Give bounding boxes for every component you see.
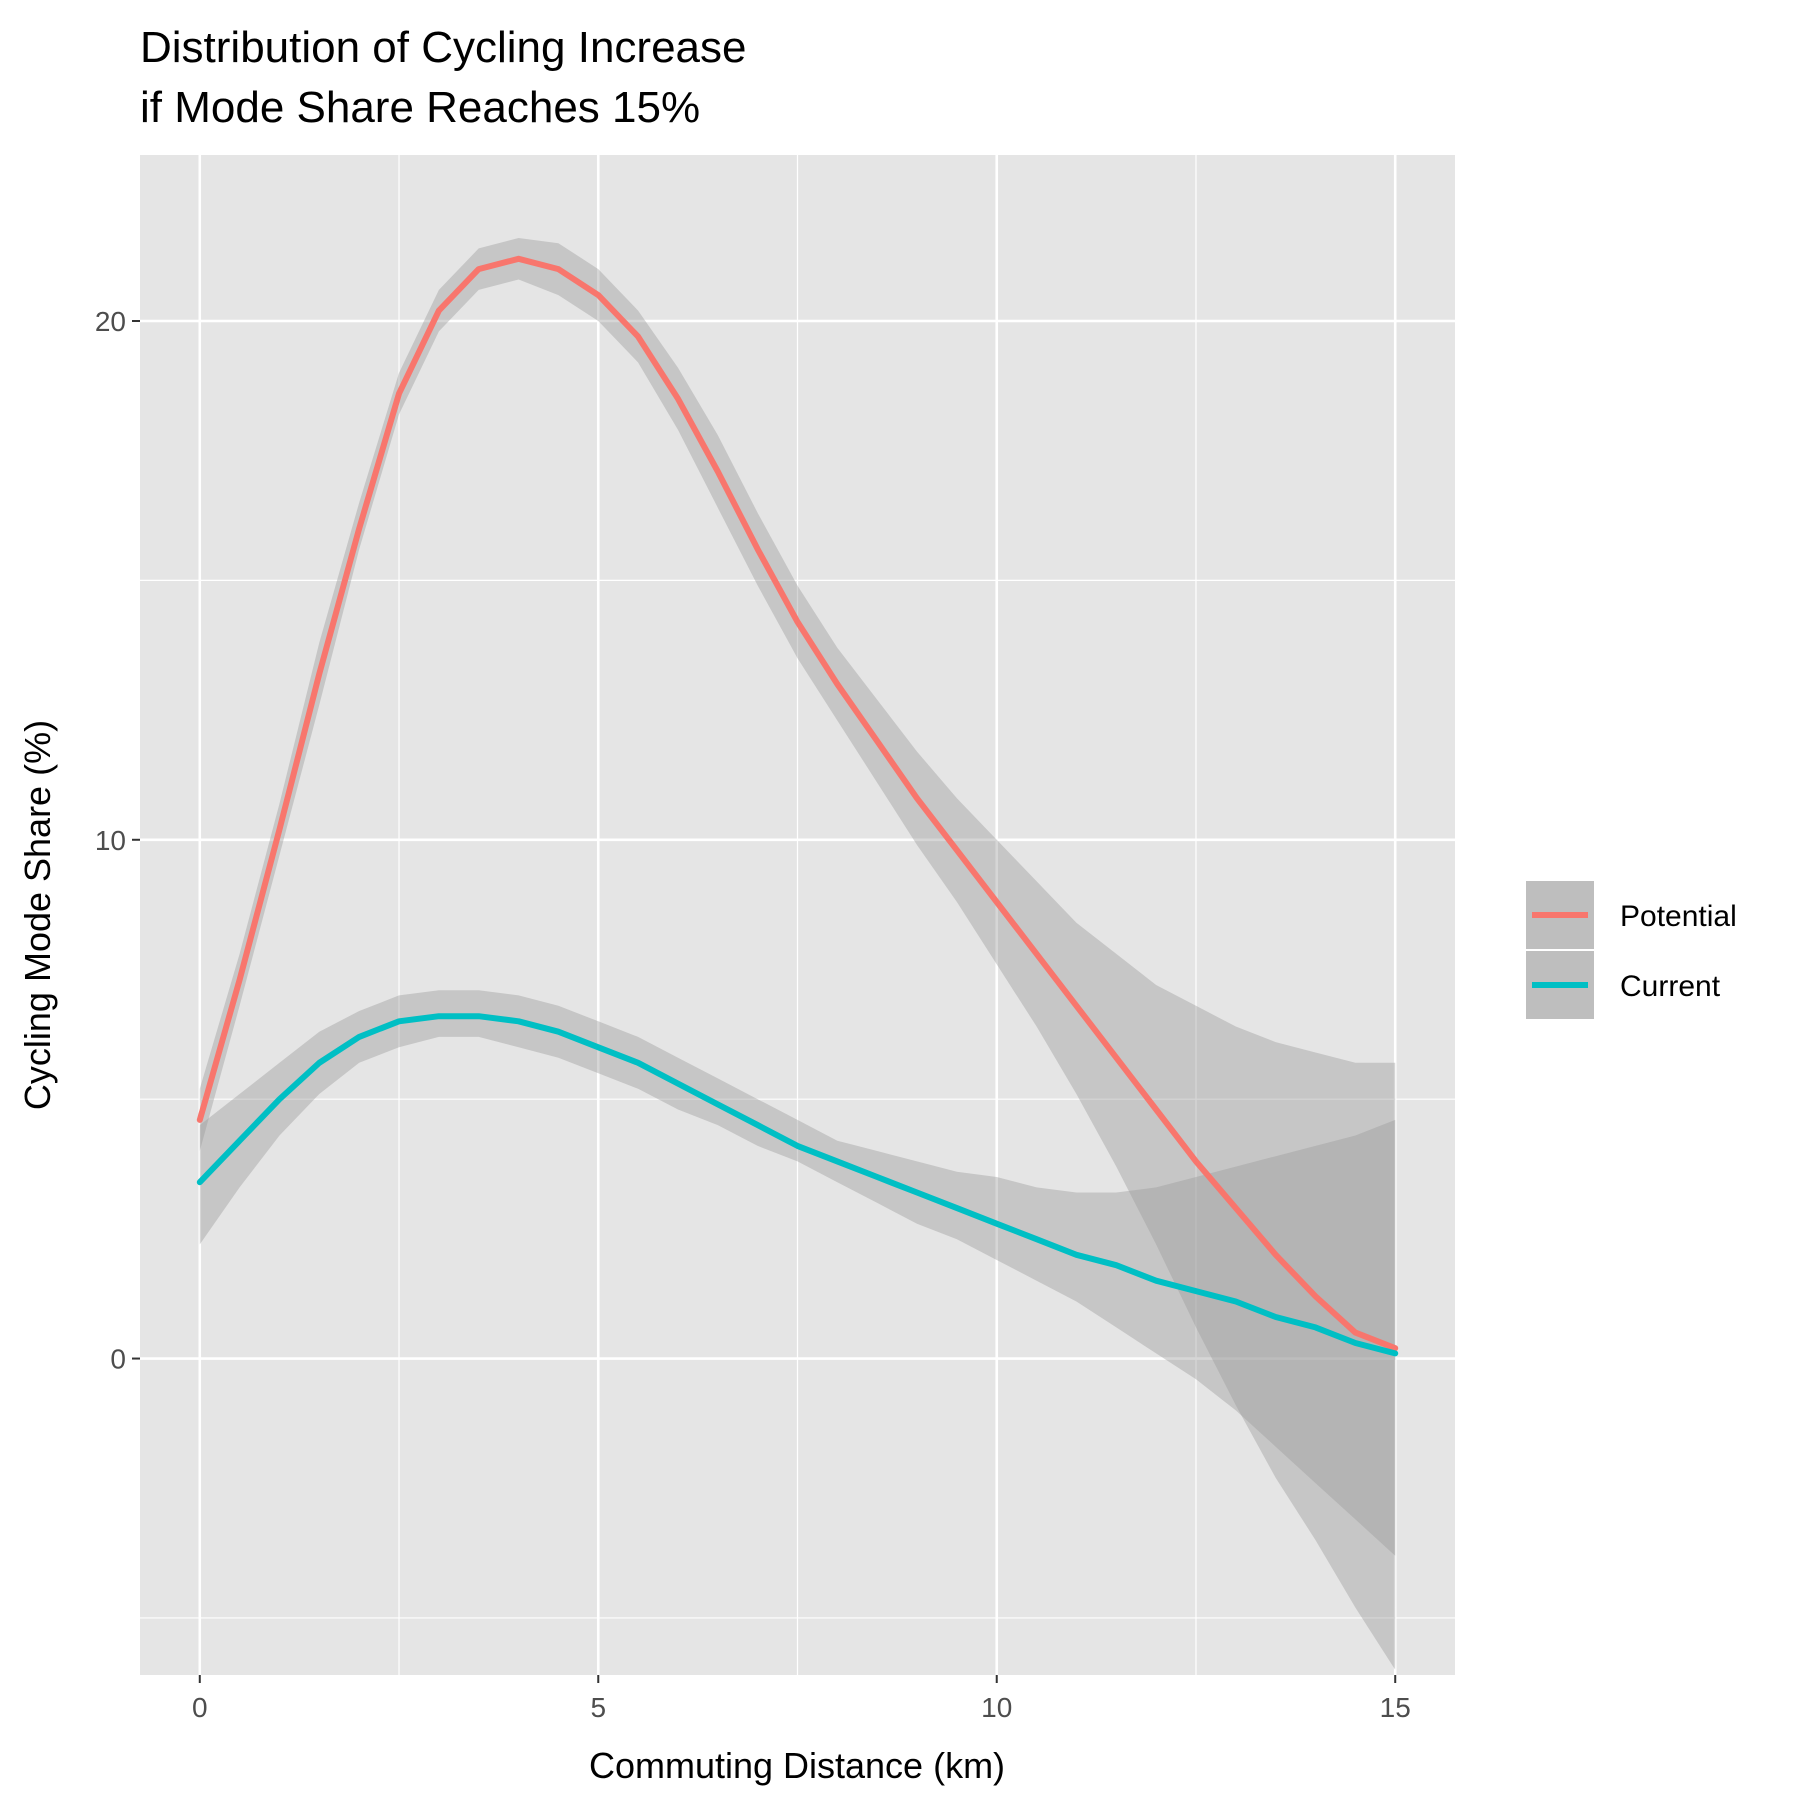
grid (140, 155, 1455, 1675)
x-tick-label: 15 (1380, 1692, 1411, 1723)
y-tick-label: 0 (110, 1344, 126, 1375)
x-axis-title: Commuting Distance (km) (589, 1745, 1005, 1786)
legend: Potential Current (1524, 879, 1737, 1021)
legend-label-potential: Potential (1620, 900, 1737, 933)
x-tick-label: 0 (192, 1692, 208, 1723)
x-tick-label: 10 (981, 1692, 1012, 1723)
chart-title-line-1: Distribution of Cycling Increase (140, 23, 746, 72)
y-tick-label: 10 (95, 825, 126, 856)
chart-title-line-2: if Mode Share Reaches 15% (140, 83, 700, 132)
x-tick-label: 5 (590, 1692, 606, 1723)
series-line-potential (196, 255, 1399, 1352)
confidence-band-current (199, 990, 1396, 1556)
axes: 0 5 10 15 0 10 20 (95, 306, 1411, 1723)
y-axis-title: Cycling Mode Share (%) (17, 720, 58, 1110)
confidence-bands (199, 238, 1396, 1670)
series-line-current (196, 1013, 1399, 1357)
legend-label-current: Current (1620, 970, 1721, 1003)
y-tick-label: 20 (95, 306, 126, 337)
series-lines (196, 255, 1399, 1357)
